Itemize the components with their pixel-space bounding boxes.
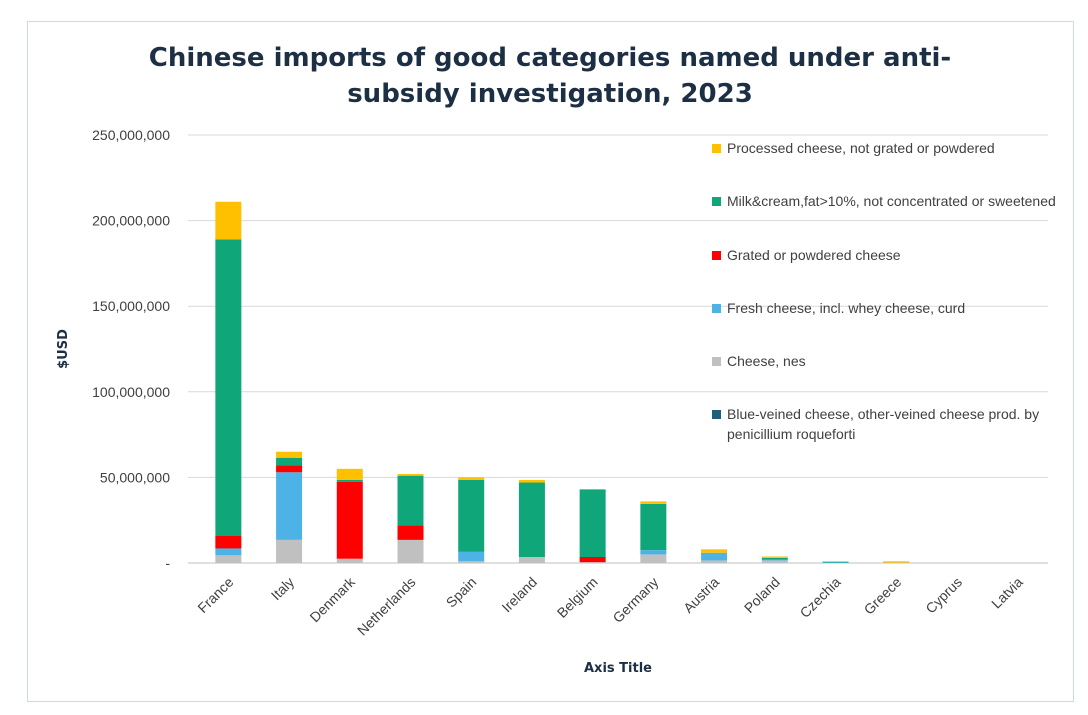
x-tick-label: Denmark xyxy=(306,573,358,625)
x-tick-label: Austria xyxy=(680,574,722,616)
y-tick-label: - xyxy=(165,555,170,571)
bar-segment xyxy=(883,562,910,564)
y-tick-label: 150,000,000 xyxy=(92,298,170,314)
y-tick-label: 50,000,000 xyxy=(100,469,170,485)
bar-segment xyxy=(458,477,485,480)
x-tick-label: Czechia xyxy=(797,574,844,621)
bar-segment xyxy=(458,561,485,563)
bar-segment xyxy=(640,501,667,504)
y-tick-label: 100,000,000 xyxy=(92,384,170,400)
bars xyxy=(215,201,910,564)
legend-label: Milk&cream,fat>10%, not concentrated or … xyxy=(727,193,1056,209)
bar-segment xyxy=(276,457,303,466)
bar-segment xyxy=(397,473,424,476)
bar-segment xyxy=(579,557,606,563)
bar-segment xyxy=(276,465,303,473)
bar-segment xyxy=(276,451,303,458)
x-tick-label: Ireland xyxy=(498,574,540,616)
legend-item: Processed cheese, not grated or powdered xyxy=(712,138,1062,158)
legend-item: Cheese, nes xyxy=(712,351,1062,371)
legend-item: Blue-veined cheese, other-veined cheese … xyxy=(712,404,1062,444)
bar-segment xyxy=(215,555,242,563)
legend-swatch xyxy=(712,251,721,260)
bar-segment xyxy=(336,481,363,559)
bar-segment xyxy=(458,479,485,552)
x-tick-label: Netherlands xyxy=(354,574,419,639)
bar-segment xyxy=(579,489,606,558)
bar-segment xyxy=(215,201,242,240)
x-tick-label: Germany xyxy=(609,574,661,626)
bar-segment xyxy=(883,561,910,563)
bar-segment xyxy=(640,503,667,551)
bar-segment xyxy=(701,552,728,561)
x-tick-label: Spain xyxy=(443,574,480,611)
bar-segment xyxy=(761,560,788,563)
chart-title: Chinese imports of good categories named… xyxy=(148,43,952,109)
bar-segment xyxy=(761,557,788,560)
bar-segment xyxy=(336,479,363,482)
y-axis-ticks: - 50,000,000 100,000,000 150,000,000 200,000… xyxy=(92,127,170,571)
x-tick-label: Italy xyxy=(268,574,297,603)
bar-segment xyxy=(336,558,363,563)
bar-segment xyxy=(761,559,788,561)
x-tick-label: Greece xyxy=(861,574,905,618)
bar-segment xyxy=(215,548,242,556)
bar-segment xyxy=(518,557,545,563)
bar-segment xyxy=(276,472,303,540)
bar-segment xyxy=(518,482,545,558)
bar-segment xyxy=(701,549,728,553)
x-tick-label: Poland xyxy=(741,574,783,616)
bar-segment xyxy=(761,556,788,558)
y-axis-title: $USD xyxy=(56,329,71,369)
x-tick-label: Belgium xyxy=(554,574,601,621)
bar-segment xyxy=(701,560,728,563)
bar-segment xyxy=(579,562,606,563)
legend-label: Processed cheese, not grated or powdered xyxy=(727,140,995,156)
legend-swatch xyxy=(712,144,721,153)
bar-segment xyxy=(458,551,485,562)
y-tick-label: 200,000,000 xyxy=(92,213,170,229)
x-axis-title: Axis Title xyxy=(584,661,652,676)
legend-swatch xyxy=(712,304,721,313)
bar-segment xyxy=(518,479,545,483)
legend-item: Grated or powdered cheese xyxy=(712,245,1062,265)
legend-label: Grated or powdered cheese xyxy=(727,247,901,263)
bar-segment xyxy=(822,561,849,563)
bar-segment xyxy=(397,525,424,540)
bar-segment xyxy=(397,539,424,563)
legend-label: Fresh cheese, incl. whey cheese, curd xyxy=(727,300,966,316)
y-tick-label: 250,000,000 xyxy=(92,127,170,143)
bar-segment xyxy=(215,535,242,549)
legend-swatch xyxy=(712,357,721,366)
bar-segment xyxy=(276,539,303,563)
x-tick-label: Cyprus xyxy=(922,574,965,617)
legend-swatch xyxy=(712,197,721,206)
bar-segment xyxy=(822,562,849,563)
bar-segment xyxy=(397,475,424,526)
bar-segment xyxy=(640,550,667,555)
bar-segment xyxy=(336,468,363,480)
x-tick-label: France xyxy=(194,574,236,616)
legend-item: Fresh cheese, incl. whey cheese, curd xyxy=(712,298,1062,318)
bar-segment xyxy=(215,239,242,536)
legend-label: Cheese, nes xyxy=(727,353,806,369)
legend-swatch xyxy=(712,410,721,419)
bar-segment xyxy=(640,554,667,563)
legend-label: Blue-veined cheese, other-veined cheese … xyxy=(727,406,1040,442)
legend-item: Milk&cream,fat>10%, not concentrated or … xyxy=(712,191,1062,211)
x-tick-label: Latvia xyxy=(988,574,1026,612)
